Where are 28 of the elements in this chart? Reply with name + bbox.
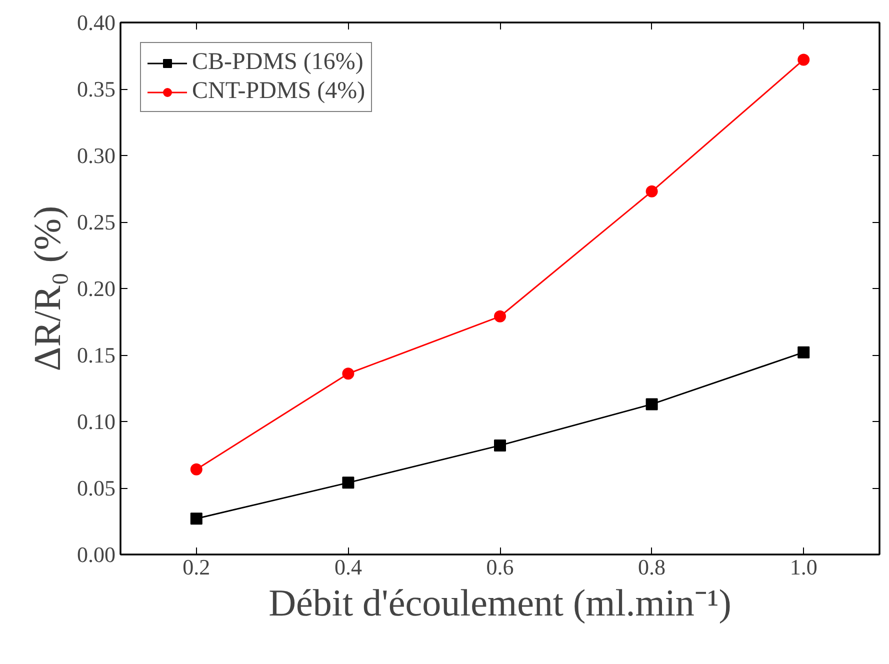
y-tick-label: 0.25 [77,210,116,234]
y-tick-label: 0.05 [77,476,116,500]
y-tick-label: 0.15 [77,342,116,368]
y-tick-label: 0.40 [77,10,116,35]
point [494,439,506,452]
x-axis-title: Débit d'écoulement (ml.min⁻¹) [268,582,732,624]
legend-label: CNT-PDMS (4%) [192,78,366,105]
y-tick-label: 0.30 [77,143,116,168]
y-tick-label: 0.35 [77,76,116,102]
point [190,463,202,476]
point [494,310,506,322]
point [646,398,658,410]
point [798,54,810,66]
point [342,368,354,380]
y-tick-label: 0.20 [77,276,116,301]
x-tick-label: 0.2 [182,554,210,580]
point [646,185,658,198]
point [342,476,354,489]
x-tick-label: 0.8 [638,554,666,580]
point [190,512,202,525]
x-tick-label: 1.0 [790,554,818,580]
legend-label: CB-PDMS (16%) [192,49,364,76]
y-axis-title: ΔR/R₀ (%) [27,206,69,372]
point [798,346,810,358]
x-tick-label: 0.4 [334,554,362,580]
y-tick-label: 0.00 [77,542,116,567]
x-tick-label: 0.6 [486,554,514,580]
y-tick-label: 0.10 [77,409,116,434]
